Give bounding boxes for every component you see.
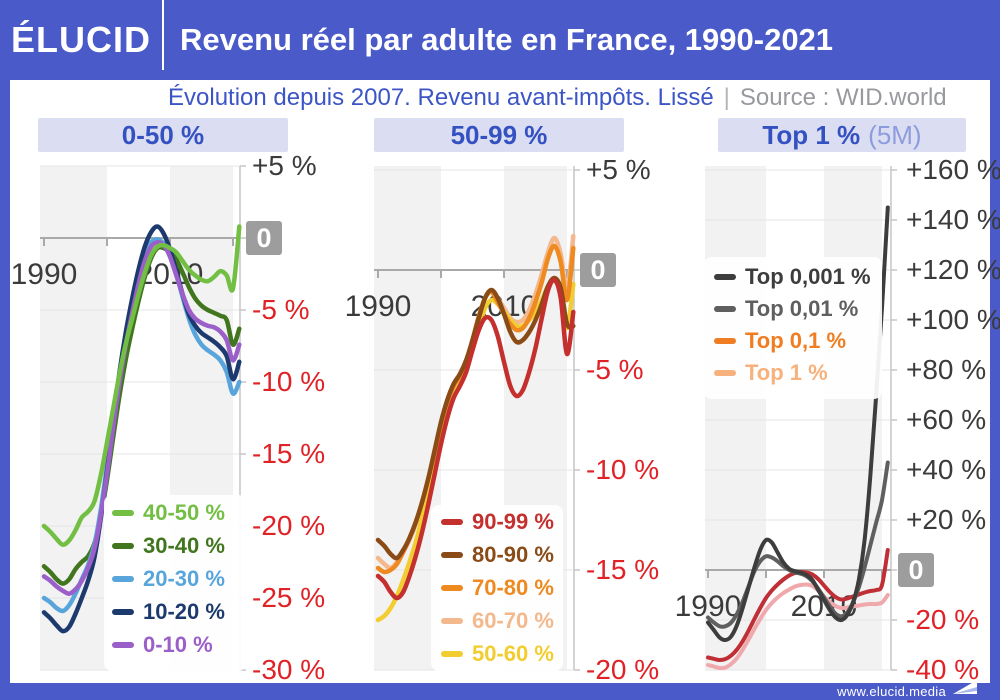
- y-axis-label: -20 %: [586, 654, 660, 685]
- legend-label: 30-40 %: [143, 533, 225, 558]
- legend-swatch-icon: [441, 552, 463, 558]
- decade-stripe: [705, 166, 766, 670]
- series-line-80-90: [375, 275, 576, 561]
- legend-swatch-icon: [112, 543, 134, 549]
- y-axis-label: +5 %: [586, 154, 651, 185]
- zero-axis-label: 0: [246, 221, 282, 255]
- y-axis-label: +5 %: [252, 150, 317, 181]
- legend-label: 40-50 %: [143, 500, 225, 525]
- legend-item: 80-90 %: [441, 542, 554, 567]
- legend-swatch-icon: [112, 609, 134, 615]
- y-axis-label: +120 %: [906, 254, 1000, 285]
- series-line-40-50: [41, 224, 242, 547]
- elucid-pennant-icon: [953, 680, 977, 694]
- y-axis-label: -20 %: [252, 510, 326, 541]
- y-axis-label: +60 %: [906, 404, 987, 435]
- series-line-0-10: [41, 240, 242, 596]
- legend-label: 80-90 %: [472, 542, 554, 567]
- series-line-10-20: [41, 224, 242, 634]
- series-line-top-0-001: [706, 205, 890, 643]
- subtitle-text: Évolution depuis 2007. Revenu avant-impô…: [168, 84, 714, 111]
- y-axis-label: -10 %: [586, 454, 660, 485]
- legend-label: 60-70 %: [472, 608, 554, 633]
- panel-title: 50-99 %: [450, 119, 548, 150]
- y-axis-label: +160 %: [906, 154, 1000, 185]
- header-separator: [162, 0, 164, 70]
- panel-50-99-title-band: 50-99 %: [374, 118, 624, 152]
- legend-label: 50-60 %: [472, 641, 554, 666]
- footer-url: www.elucid.media: [837, 684, 946, 699]
- legend-swatch-icon: [441, 651, 463, 657]
- legend-label: Top 0,01 %: [745, 296, 859, 321]
- legend-swatch-icon: [112, 510, 134, 516]
- legend-label: 10-20 %: [143, 599, 225, 624]
- legend-swatch-icon: [441, 585, 463, 591]
- subtitle-separator: |: [723, 84, 730, 111]
- y-axis-label: +140 %: [906, 204, 1000, 235]
- legend-swatch-icon: [441, 618, 463, 624]
- legend-item: Top 0,001 %: [714, 264, 871, 289]
- zero-axis-label: 0: [898, 553, 934, 587]
- y-axis-label: -10 %: [252, 366, 326, 397]
- legend-label: Top 0,1 %: [745, 328, 847, 353]
- legend-swatch-icon: [112, 576, 134, 582]
- legend-item: Top 1 %: [714, 360, 828, 385]
- y-axis-label: -30 %: [252, 654, 326, 685]
- chart-title: Revenu réel par adulte en France, 1990-2…: [180, 22, 834, 57]
- y-axis-label: -20 %: [906, 604, 980, 635]
- legend-label: 70-80 %: [472, 575, 554, 600]
- brand-logo: ÉLUCID: [11, 19, 151, 60]
- panel-title-suffix: (5M): [868, 119, 922, 150]
- legend-item: 20-30 %: [112, 566, 225, 591]
- panel-0-50-title-band: 0-50 %: [38, 118, 288, 152]
- source-text: Source : WID.world: [739, 84, 947, 111]
- legend-panel-0-50: [104, 495, 246, 671]
- legend-label: Top 1 %: [745, 360, 828, 385]
- y-axis-label: -5 %: [252, 294, 310, 325]
- legend-label: Top 0,001 %: [745, 264, 871, 289]
- y-axis-label: +100 %: [906, 304, 1000, 335]
- legend-swatch-icon: [714, 274, 736, 280]
- y-axis-label: -15 %: [586, 554, 660, 585]
- decade-stripe: [824, 166, 882, 670]
- y-axis-label: +40 %: [906, 454, 987, 485]
- y-axis-label: +80 %: [906, 354, 987, 385]
- legend-swatch-icon: [441, 519, 463, 525]
- legend-swatch-icon: [714, 338, 736, 344]
- decade-stripe: [40, 166, 107, 670]
- legend-swatch-icon: [112, 642, 134, 648]
- legend-item: 50-60 %: [441, 641, 554, 666]
- panel-title: Top 1 %: [762, 119, 861, 150]
- y-axis-label: -5 %: [586, 354, 644, 385]
- legend-label: 0-10 %: [143, 632, 213, 657]
- zero-axis-label: 0: [580, 253, 616, 287]
- y-axis-label: -25 %: [252, 582, 326, 613]
- y-axis-label: -40 %: [906, 654, 980, 685]
- legend-swatch-icon: [714, 306, 736, 312]
- legend-item: 30-40 %: [112, 533, 225, 558]
- x-axis-label: 1990: [11, 258, 78, 291]
- panel-top1-title-band: Top 1 % (5M): [718, 118, 966, 152]
- legend-item: 70-80 %: [441, 575, 554, 600]
- legend-label: 20-30 %: [143, 566, 225, 591]
- legend-item: 60-70 %: [441, 608, 554, 633]
- legend-swatch-icon: [714, 370, 736, 376]
- legend-label: 90-99 %: [472, 509, 554, 534]
- header: ÉLUCID Revenu réel par adulte en France,…: [0, 0, 1000, 80]
- legend-item: 0-10 %: [112, 632, 213, 657]
- panel-title: 0-50 %: [121, 119, 205, 150]
- subtitle-bar: Évolution depuis 2007. Revenu avant-impô…: [0, 84, 1000, 112]
- chart-plot-panel-top1: 1990 2010: [675, 166, 897, 671]
- legend-item: 90-99 %: [441, 509, 554, 534]
- series-line-90-99: [375, 277, 576, 601]
- series-line-top-1: [706, 582, 890, 671]
- y-axis-label: -15 %: [252, 438, 326, 469]
- legend-item: 10-20 %: [112, 599, 225, 624]
- legend-item: Top 0,1 %: [714, 328, 847, 353]
- legend-item: 40-50 %: [112, 500, 225, 525]
- legend-item: Top 0,01 %: [714, 296, 859, 321]
- y-axis-label: +20 %: [906, 504, 987, 535]
- x-axis-label: 1990: [345, 290, 412, 323]
